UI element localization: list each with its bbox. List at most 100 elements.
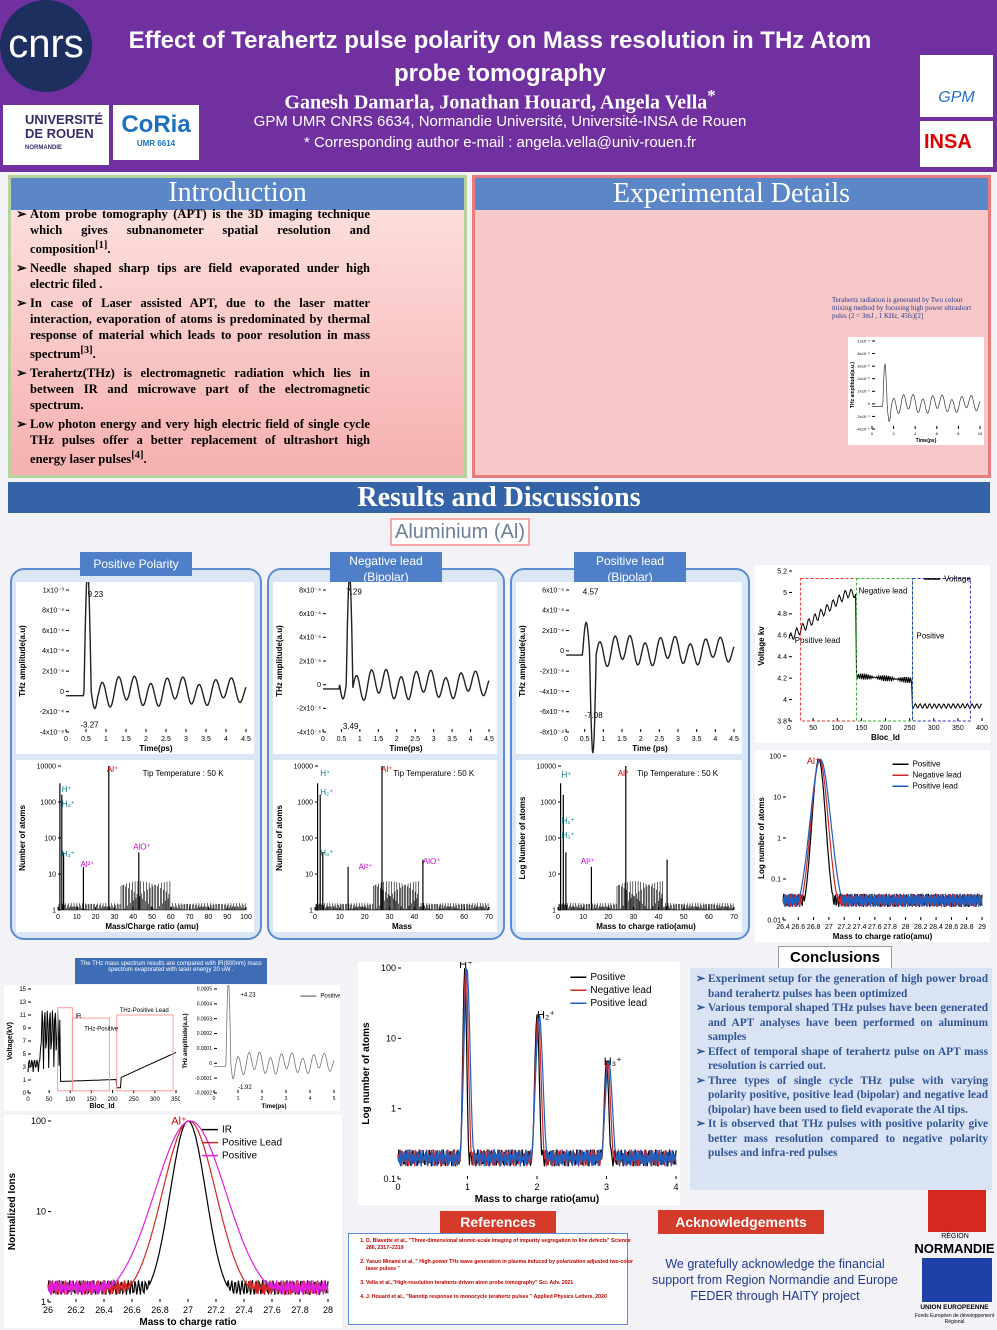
x-tick-label: 26: [43, 1305, 53, 1315]
x-tick-label: 10: [336, 914, 344, 921]
legend-label: Positive lead: [590, 998, 647, 1009]
x-tick-label: 26.6: [123, 1305, 141, 1315]
plot: 0 10 20 30 40 50 60 70 1 10 100 1000 10000 Mass to ch…: [516, 760, 742, 932]
x-axis-label: Time(ps): [262, 1104, 287, 1110]
y-axis-label: Log number of atoms: [361, 1022, 372, 1125]
y-axis-label: THz amplitude(a.u): [18, 625, 27, 697]
y-tick-label: 4.6: [777, 633, 787, 640]
annotation: H⁺: [459, 962, 473, 971]
region: [116, 1014, 174, 1092]
legend-label: Voltage: [944, 574, 971, 583]
y-axis-label: Number of atoms: [18, 805, 27, 871]
x-tick-label: 3: [676, 736, 680, 743]
x-tick-label: 20: [604, 914, 612, 921]
y-tick-label: 0.01: [767, 917, 781, 924]
rouen-text: UNIVERSITÉ: [25, 112, 104, 127]
y-tick-label: 1: [23, 1078, 27, 1084]
results-heading: Results and Discussions: [8, 482, 990, 513]
x-tick-label: 26.2: [67, 1305, 85, 1315]
x-tick-label: 60: [167, 914, 175, 921]
comparison-note: The THz mass spectrum results are compar…: [75, 958, 267, 984]
annotation: 3.49: [343, 722, 359, 731]
x-tick-label: 4: [914, 431, 917, 436]
bullet-text: Needle shaped sharp tips are field evapo…: [30, 261, 370, 292]
authors: Ganesh Damarla, Jonathan Houard, Angela …: [110, 86, 890, 115]
region: [71, 1017, 110, 1092]
x-tick-label: 90: [223, 914, 231, 921]
x-tick-label: 0.5: [580, 736, 590, 743]
fund-label: Fonds Européen de développement Régional: [914, 1313, 995, 1325]
x-tick-label: 3.5: [447, 736, 457, 743]
y-tick-label: -4x10⁻⁴: [297, 729, 321, 736]
x-tick-label: 80: [205, 914, 213, 921]
x-tick-label: 27: [825, 924, 833, 931]
x-tick-label: 400: [976, 725, 988, 732]
x-tick-label: 1: [465, 1182, 470, 1192]
intro-bullet: Atom probe tomography (APT) is the 3D im…: [30, 206, 370, 257]
y-tick-label: 8x10⁻⁴: [42, 608, 64, 615]
x-tick-label: 26.8: [151, 1305, 169, 1315]
x-tick-label: 27.8: [883, 924, 897, 931]
setup-note: Terahertz radiation is generated by Two …: [832, 296, 972, 320]
ack-heading: Acknowledgements: [658, 1210, 824, 1234]
curve: [872, 362, 981, 423]
x-tick-label: 2.5: [654, 736, 664, 743]
annotation: THz-Positive Lead: [120, 1008, 169, 1014]
conclusion-bullet: Effect of temporal shape of terahertz pu…: [708, 1045, 988, 1074]
references-list: D. Blavette et al., "Three-dimensional a…: [352, 1238, 638, 1308]
y-axis-label: Log number of atoms: [757, 797, 766, 879]
y-tick-label: -4x10⁻⁵: [856, 426, 870, 431]
y-tick-label: 1000: [297, 799, 313, 806]
annotation: Al⁺: [381, 765, 392, 774]
y-tick-label: 10000: [537, 763, 557, 770]
annotation: H₂⁺: [537, 1010, 555, 1022]
conclusion-bullet: It is observed that THz pulses with posi…: [708, 1117, 988, 1161]
email: * Corresponding author e-mail : angela.v…: [303, 134, 697, 151]
y-tick-label: 1000: [540, 799, 556, 806]
annotation: Tip Temperature : 50 K: [143, 769, 225, 778]
y-axis-label: Log Number of atoms: [518, 796, 527, 879]
x-tick-label: 0.5: [81, 736, 91, 743]
reference: Yasuo Minami et al, " High-power THz wav…: [366, 1259, 638, 1273]
y-axis-label: THz amplitude(a.u.): [850, 362, 856, 408]
x-axis-label: Time(ps): [389, 744, 423, 753]
y-tick-label: -8x10⁻⁴: [540, 729, 564, 736]
x-axis-label: Mass to charge ratio(amu): [596, 922, 696, 931]
annotation: Tip Temperature : 50 K: [393, 769, 475, 778]
x-tick-label: 4: [673, 1182, 678, 1192]
plot: 0 1 2 3 4 5 -0.0002 -0.0001 0 0.0001 0.0002 0.0003 0…: [180, 985, 340, 1111]
x-tick-label: 0: [395, 1182, 400, 1192]
y-tick-label: 0: [560, 648, 564, 655]
x-tick-label: 28.8: [960, 924, 974, 931]
annotation: Al⁺: [107, 765, 118, 774]
eu-label: UNION EUROPEENNE: [920, 1304, 989, 1311]
y-tick-label: 5.2: [777, 568, 787, 575]
ref-mark: [1]: [95, 240, 108, 251]
conclusion-bullet: Experiment setup for the generation of h…: [708, 972, 988, 1001]
intro-heading: Introduction: [11, 178, 464, 210]
y-tick-label: 6x10⁻⁴: [42, 628, 64, 635]
y-tick-label: 100: [301, 835, 313, 842]
x-tick-label: 50: [148, 914, 156, 921]
y-tick-label: 0: [60, 689, 64, 696]
x-tick-label: 250: [904, 725, 916, 732]
legend-label: Positive: [912, 760, 941, 769]
conclusion-bullet: Various temporal shaped THz pulses have …: [708, 1001, 988, 1045]
y-tick-label: -2x10⁻⁴: [40, 709, 64, 716]
y-tick-label: 0.0003: [197, 1016, 213, 1022]
x-tick-label: 50: [46, 1097, 53, 1103]
x-tick-label: 6: [936, 431, 939, 436]
y-axis-label: Number of atoms: [275, 805, 284, 871]
region-flag: [928, 1190, 986, 1232]
reference: Vella et al.,"High-resolution terahertz-…: [366, 1280, 638, 1287]
x-tick-label: 3: [432, 736, 436, 743]
x-axis-label: Mass/Charge ratio (amu): [105, 922, 199, 931]
x-tick-label: 2: [892, 431, 895, 436]
x-tick-label: 27.6: [868, 924, 882, 931]
x-tick-label: 350: [952, 725, 964, 732]
x-axis-label: Time(ps): [139, 744, 173, 753]
annotation: IR: [75, 1014, 82, 1020]
intro-bullet: Needle shaped sharp tips are field evapo…: [30, 260, 370, 292]
x-tick-label: 27.2: [207, 1305, 225, 1315]
x-tick-label: 27.4: [853, 924, 867, 931]
